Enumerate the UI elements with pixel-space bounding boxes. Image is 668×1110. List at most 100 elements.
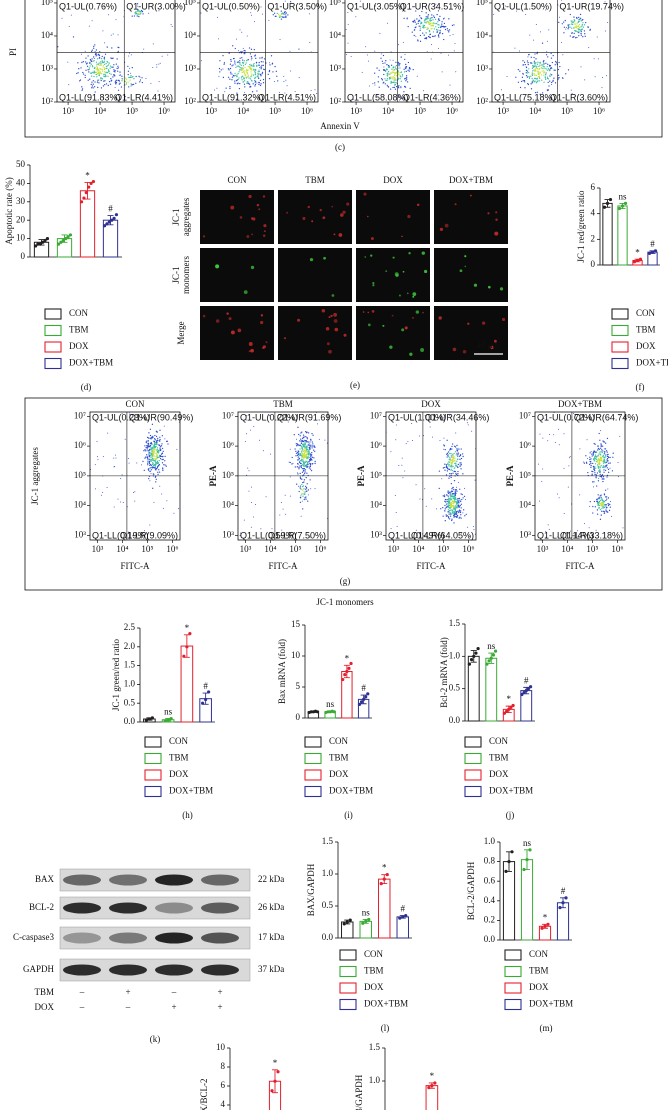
- legend-swatch: [145, 787, 161, 797]
- legend-swatch: [305, 737, 321, 747]
- panel-label: (l): [381, 1023, 390, 1033]
- cell-signal: [407, 292, 409, 294]
- event-dot: [124, 81, 125, 82]
- event-dot: [607, 451, 608, 452]
- event-dot: [300, 485, 301, 486]
- event-dot: [599, 459, 600, 460]
- event-dot: [308, 452, 309, 453]
- event-dot: [448, 505, 449, 506]
- event-dot: [310, 439, 311, 440]
- event-dot: [308, 489, 309, 490]
- axis-label: Annexin V: [320, 121, 360, 131]
- event-dot: [415, 27, 416, 28]
- event-dot: [157, 461, 158, 462]
- event-dot: [157, 457, 158, 458]
- event-dot: [568, 465, 569, 466]
- y-tick-label: 10⁶: [222, 440, 234, 450]
- event-dot: [250, 76, 251, 77]
- event-dot: [536, 66, 537, 67]
- event-dot: [236, 76, 237, 77]
- cell-signal: [367, 216, 369, 218]
- x-tick-label: 10⁶: [166, 544, 178, 554]
- density-cloud: [200, 0, 317, 100]
- event-dot: [462, 497, 463, 498]
- event-dot: [432, 19, 433, 20]
- event-dot: [546, 68, 547, 69]
- event-dot: [155, 464, 156, 465]
- event-dot: [448, 465, 449, 466]
- event-dot: [618, 462, 619, 463]
- cell-signal: [302, 217, 305, 220]
- event-dot: [92, 61, 93, 62]
- data-point: [316, 710, 319, 713]
- event-dot: [395, 78, 396, 79]
- event-dot: [110, 74, 111, 75]
- event-dot: [281, 16, 282, 17]
- event-dot: [93, 60, 94, 61]
- cell-signal: [409, 353, 412, 356]
- event-dot: [221, 69, 222, 70]
- event-dot: [441, 23, 442, 24]
- data-point: [204, 698, 207, 701]
- micrograph: [200, 190, 274, 244]
- bar: [603, 203, 612, 265]
- event-dot: [260, 80, 261, 81]
- cell-signal: [229, 317, 232, 320]
- event-dot: [450, 508, 451, 509]
- event-dot: [582, 24, 583, 25]
- panel-label: (i): [344, 810, 353, 820]
- event-dot: [133, 84, 134, 85]
- quadrant-label: Q1-LL(91.32%): [202, 92, 264, 102]
- event-dot: [457, 466, 458, 467]
- event-dot: [237, 62, 238, 63]
- event-dot: [453, 457, 454, 458]
- event-dot: [456, 474, 457, 475]
- event-dot: [453, 512, 454, 513]
- event-dot: [346, 29, 347, 30]
- event-dot: [441, 478, 442, 479]
- event-dot: [383, 74, 384, 75]
- event-dot: [131, 77, 132, 78]
- panel-label: (j): [506, 810, 515, 820]
- event-dot: [121, 86, 122, 87]
- event-dot: [549, 65, 550, 66]
- event-dot: [129, 53, 130, 54]
- event-dot: [104, 80, 105, 81]
- event-dot: [452, 512, 453, 513]
- event-dot: [302, 489, 303, 490]
- event-dot: [254, 80, 255, 81]
- legend-label: DOX+TBM: [169, 786, 213, 796]
- event-dot: [259, 71, 260, 72]
- bar: [379, 879, 390, 938]
- data-point: [618, 207, 621, 210]
- event-dot: [593, 454, 594, 455]
- event-dot: [147, 450, 148, 451]
- legend-swatch: [465, 737, 481, 747]
- event-dot: [163, 459, 164, 460]
- event-dot: [269, 62, 270, 63]
- event-dot: [239, 60, 240, 61]
- event-dot: [112, 67, 113, 68]
- event-dot: [236, 74, 237, 75]
- event-dot: [404, 71, 405, 72]
- event-dot: [253, 74, 254, 75]
- event-dot: [429, 30, 430, 31]
- event-dot: [597, 464, 598, 465]
- event-dot: [548, 524, 549, 525]
- event-dot: [279, 15, 280, 16]
- event-dot: [302, 468, 303, 469]
- cell-signal: [389, 346, 392, 349]
- data-point: [511, 704, 514, 707]
- event-dot: [572, 24, 573, 25]
- event-dot: [400, 75, 401, 76]
- event-dot: [442, 71, 443, 72]
- y-tick-label: 0.8: [484, 856, 496, 866]
- event-dot: [96, 64, 97, 65]
- event-dot: [316, 93, 317, 94]
- legend-swatch: [612, 309, 628, 319]
- x-tick-label: 10⁵: [126, 106, 138, 116]
- event-dot: [598, 503, 599, 504]
- event-dot: [347, 12, 348, 13]
- event-dot: [163, 451, 164, 452]
- event-dot: [107, 487, 108, 488]
